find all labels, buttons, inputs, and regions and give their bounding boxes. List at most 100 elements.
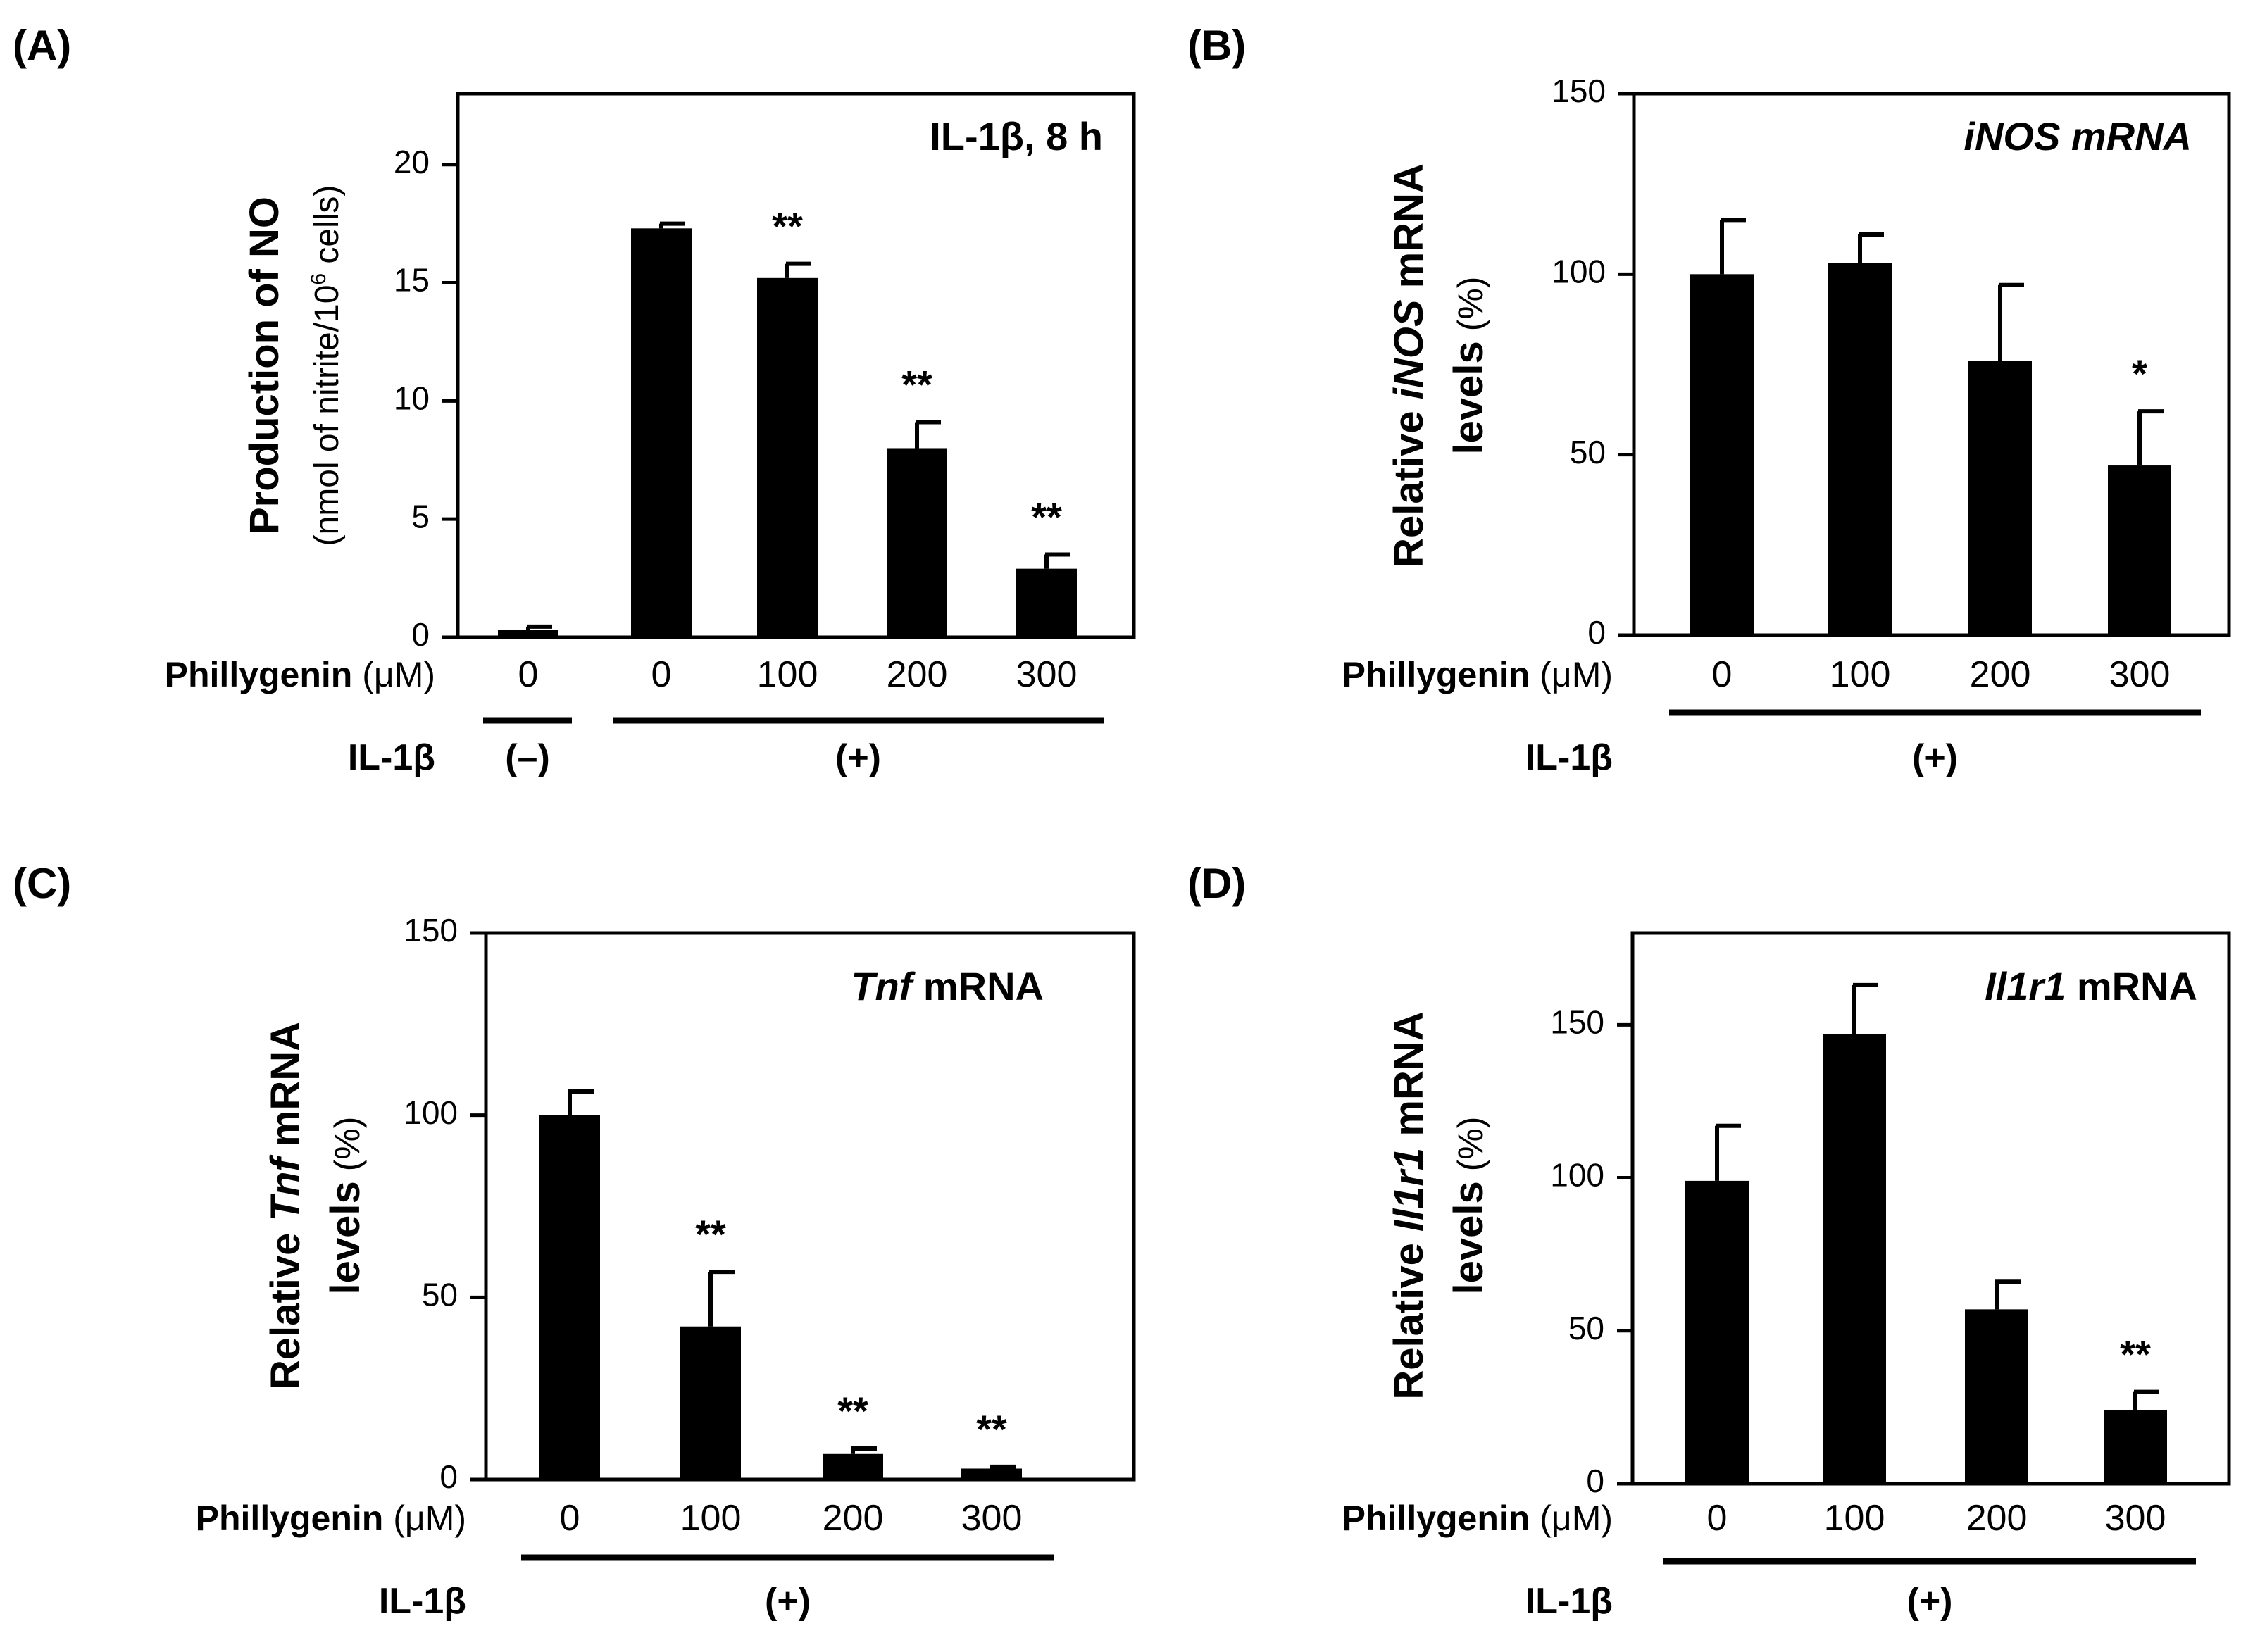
bar xyxy=(1685,1180,1749,1484)
x-axis-label-compound: Phillygenin xyxy=(165,655,353,694)
group-label: (+) xyxy=(1912,737,1958,778)
chart-title: Tnf mRNA xyxy=(851,964,1044,1008)
panel-label: (A) xyxy=(13,22,71,69)
x-axis-label-compound: Phillygenin xyxy=(196,1498,384,1538)
x-tick-label: 0 xyxy=(560,1498,580,1539)
y-axis-sublabel: (nmol of nitrite/106 cells) xyxy=(307,185,346,546)
x-tick-label: 300 xyxy=(961,1498,1023,1539)
significance-mark: ** xyxy=(1031,495,1062,539)
bar xyxy=(887,448,947,637)
y-axis-label-text: mRNA xyxy=(1386,163,1432,299)
x-axis-label: Phillygenin (μM) xyxy=(1342,655,1613,694)
y-axis-sublabel-text: (nmol of nitrite/10 xyxy=(308,285,346,546)
bar xyxy=(1016,568,1077,637)
y-axis-label-line2: levels (%) xyxy=(1446,1117,1492,1295)
y-axis-label-unit: (%) xyxy=(1451,1117,1490,1182)
group-label: (+) xyxy=(835,737,881,778)
chart-title-gene: Tnf xyxy=(851,964,916,1008)
y-axis-label-gene: Tnf xyxy=(263,1154,308,1222)
panel-label: (D) xyxy=(1187,860,1246,907)
bar xyxy=(1828,263,1892,635)
x-tick-label: 200 xyxy=(1970,654,2031,695)
y-axis-label-line2: levels (%) xyxy=(1446,277,1492,455)
y-axis-label-text: levels xyxy=(1446,1181,1492,1294)
significance-mark: ** xyxy=(2120,1332,2151,1377)
y-tick-label: 50 xyxy=(1568,1310,1604,1346)
y-tick-label: 0 xyxy=(411,616,430,653)
x-tick-label: 100 xyxy=(1824,1498,1885,1539)
group-label: (+) xyxy=(765,1581,811,1622)
chart-title: IL-1β, 8 h xyxy=(930,114,1103,158)
x-tick-label: 300 xyxy=(2109,654,2171,695)
x-tick-label: 100 xyxy=(757,654,818,695)
y-tick-label: 0 xyxy=(1586,1463,1604,1499)
chart-title: Il1r1 mRNA xyxy=(1985,964,2197,1008)
x-tick-label: 300 xyxy=(1016,654,1078,695)
treatment-label: IL-1β xyxy=(1525,737,1613,778)
y-axis-label: Production of NO xyxy=(242,196,287,534)
y-axis-label: Relative iNOS mRNA xyxy=(1386,163,1432,568)
significance-mark: ** xyxy=(837,1389,868,1433)
x-axis-label-unit: (μM) xyxy=(1530,655,1613,694)
bar xyxy=(680,1326,741,1479)
bar xyxy=(498,630,558,637)
group-label: (+) xyxy=(1907,1581,1953,1622)
significance-mark: ** xyxy=(772,204,803,249)
bar xyxy=(1823,1034,1886,1484)
panel-label: (B) xyxy=(1187,22,1246,69)
y-tick-label: 0 xyxy=(439,1458,458,1495)
y-axis-label-text: Relative xyxy=(1386,399,1432,568)
y-tick-label: 5 xyxy=(411,498,430,534)
y-axis-label-text: Relative xyxy=(263,1221,308,1389)
bar xyxy=(823,1453,883,1479)
treatment-label: IL-1β xyxy=(1525,1581,1613,1622)
chart-title-suffix: mRNA xyxy=(912,964,1044,1008)
x-tick-label: 100 xyxy=(1830,654,1891,695)
y-tick-label: 100 xyxy=(404,1094,458,1131)
chart-title-gene: iNOS mRNA xyxy=(1964,114,2192,158)
y-axis-label-text: mRNA xyxy=(263,1022,308,1158)
group-label: (–) xyxy=(505,737,550,778)
x-tick-label: 0 xyxy=(518,654,539,695)
y-tick-label: 15 xyxy=(394,262,430,299)
x-axis-label: Phillygenin (μM) xyxy=(196,1498,466,1538)
x-tick-label: 200 xyxy=(887,654,948,695)
y-tick-label: 150 xyxy=(1552,73,1606,109)
y-tick-label: 20 xyxy=(394,144,430,180)
significance-mark: ** xyxy=(695,1212,726,1256)
chart-panel-b: (B) 0 50 100 150 0 100 200 * 300 Phillygenin (μM) I… xyxy=(1187,22,2231,778)
chart-title-suffix: mRNA xyxy=(2066,964,2197,1008)
x-tick-label: 100 xyxy=(680,1498,742,1539)
y-tick-label: 50 xyxy=(422,1276,458,1313)
chart-panel-d: (D) 0 50 100 150 0 100 200 ** 300 Phillygenin (μM)… xyxy=(1187,860,2231,1622)
treatment-label: IL-1β xyxy=(379,1581,466,1622)
y-tick-label: 100 xyxy=(1552,253,1606,289)
y-axis-label: Relative Il1r1 mRNA xyxy=(1386,1011,1432,1399)
plot-frame xyxy=(484,931,1136,1482)
treatment-label: IL-1β xyxy=(348,737,435,778)
y-tick-label: 0 xyxy=(1587,614,1606,651)
chart-title: iNOS mRNA xyxy=(1964,114,2192,158)
bar xyxy=(757,277,818,637)
panel-label: (C) xyxy=(13,860,71,907)
bar xyxy=(539,1115,600,1479)
y-axis-label-text: mRNA xyxy=(1386,1011,1432,1147)
chart-title-gene: Il1r1 xyxy=(1985,964,2066,1008)
x-axis-label-compound: Phillygenin xyxy=(1342,1498,1530,1538)
y-tick-label: 150 xyxy=(1550,1003,1604,1040)
bar xyxy=(1965,1309,2028,1484)
significance-mark: * xyxy=(2132,351,2147,396)
y-axis-label-gene: Il1r1 xyxy=(1386,1148,1432,1232)
bar xyxy=(2108,465,2171,635)
y-axis-sublabel-superscript: 6 xyxy=(307,273,330,285)
y-axis-label: Relative Tnf mRNA xyxy=(263,1022,308,1389)
chart-panel-c: (C) 0 50 100 150 0 ** 100 ** 200 ** 300 Phillygenin … xyxy=(13,860,1136,1622)
bar xyxy=(2104,1410,2167,1484)
y-axis-label-line2: levels (%) xyxy=(323,1117,368,1295)
bar xyxy=(1690,274,1754,635)
y-axis-label-text: Relative xyxy=(1386,1232,1432,1400)
y-axis-label-gene: iNOS xyxy=(1386,299,1432,399)
x-tick-label: 0 xyxy=(1707,1498,1728,1539)
x-tick-label: 0 xyxy=(1712,654,1733,695)
